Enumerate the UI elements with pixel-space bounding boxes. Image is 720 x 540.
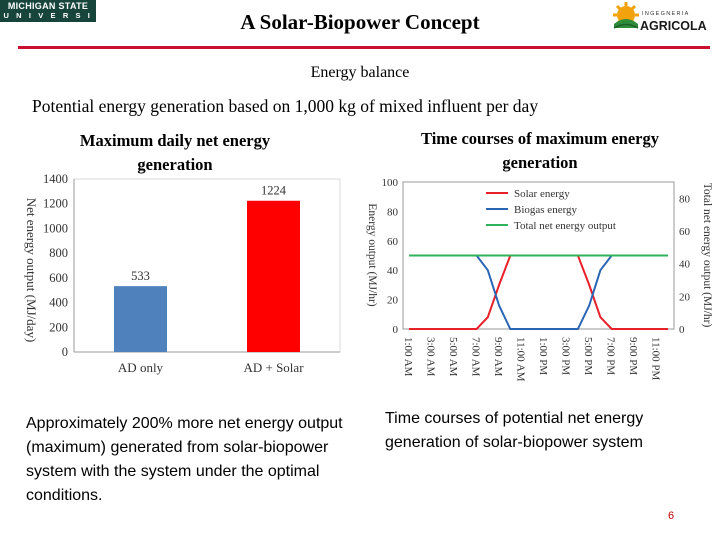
- agricola-logo: [613, 2, 639, 29]
- line-x-tick-label: 3:00 AM: [425, 337, 437, 377]
- left-chart-heading: Maximum daily net energy generation: [79, 131, 271, 174]
- line-y2-tick-label: 20: [679, 291, 691, 303]
- msu-logo: MICHIGAN STATE U N I V E R S I T Y: [0, 0, 96, 30]
- legend-label: Solar energy: [514, 188, 570, 200]
- msu-logo-line1: MICHIGAN STATE: [7, 1, 89, 11]
- section-subtitle: Energy balance: [310, 64, 410, 81]
- agricola-logo-small-text: INGEGNERIA: [642, 11, 690, 17]
- line-chart-series: [409, 254, 668, 330]
- page-title: A Solar-Biopower Concept: [240, 10, 480, 34]
- line-y-tick-label: 80: [387, 206, 399, 218]
- line-x-tick-label: 7:00 AM: [470, 337, 482, 377]
- line-y-tick-label: 40: [387, 265, 399, 277]
- line-x-tick-label: 5:00 AM: [447, 337, 459, 377]
- line-x-tick-label: 7:00 PM: [605, 337, 617, 375]
- bar-category-label: AD + Solar: [243, 360, 304, 375]
- bar-y-tick-label: 1400: [43, 172, 68, 186]
- line-chart-y2label: Total net energy output (MJ/hr): [701, 183, 713, 328]
- bar-y-tick-label: 1200: [43, 197, 68, 211]
- bar-y-tick-label: 600: [49, 271, 68, 285]
- line-x-tick-label: 9:00 AM: [492, 337, 504, 377]
- bar-chart-bars: 533 AD only 1224 AD + Solar: [114, 184, 304, 375]
- bar-chart-ylabel: Net energy output (MJ/day): [24, 198, 39, 343]
- right-caption: Time courses of potential net energy gen…: [385, 410, 644, 451]
- line-x-tick-label: 1:00 AM: [402, 337, 414, 377]
- line-y2-tick-label: 40: [679, 259, 691, 271]
- bar-category-label: AD only: [118, 360, 164, 375]
- bar-y-tick-label: 1000: [43, 221, 68, 235]
- bar: [114, 286, 167, 352]
- bar-y-tick-label: 800: [49, 246, 68, 260]
- line-chart-ylabel: Energy output (MJ/hr): [366, 203, 378, 306]
- page-number: 6: [668, 510, 675, 522]
- agricola-logo-text: AGRICOLA: [640, 19, 707, 33]
- line-y-tick-label: 100: [382, 177, 399, 189]
- bar-data-label: 533: [131, 269, 150, 283]
- line-x-tick-label: 5:00 PM: [582, 337, 594, 375]
- line-y2-tick-label: 80: [679, 193, 691, 205]
- legend-label: Total net energy output: [514, 220, 616, 232]
- intro-text: Potential energy generation based on 1,0…: [32, 96, 539, 116]
- line-y-tick-label: 0: [393, 324, 399, 336]
- bar-plot-frame: [73, 178, 341, 353]
- line-chart-legend: Solar energy Biogas energy Total net energ…: [486, 188, 616, 232]
- bar: [247, 200, 300, 352]
- line-x-tick-label: 11:00 AM: [515, 337, 527, 382]
- bar-y-tick-label: 0: [62, 345, 68, 359]
- bar-data-label: 1224: [261, 184, 287, 198]
- bar-y-tick-label: 400: [49, 296, 68, 310]
- energy-time-course-chart: Energy output (MJ/hr) Total net energy o…: [366, 177, 713, 382]
- series-line: [409, 254, 668, 330]
- line-y-tick-label: 20: [387, 295, 399, 307]
- series-line: [409, 254, 668, 330]
- legend-label: Biogas energy: [514, 204, 578, 216]
- msu-logo-line2: U N I V E R S I T Y: [3, 11, 93, 30]
- line-x-tick-label: 9:00 PM: [627, 337, 639, 375]
- line-y2-tick-label: 60: [679, 226, 691, 238]
- line-x-tick-label: 11:00 PM: [650, 337, 662, 381]
- left-caption: Approximately 200% more net energy outpu…: [26, 415, 343, 504]
- sun-gear-icon: [613, 2, 639, 29]
- title-divider: [18, 46, 710, 49]
- line-x-tick-label: 1:00 PM: [537, 337, 549, 375]
- line-y2-tick-label: 0: [679, 324, 685, 336]
- net-energy-bar-chart: Net energy output (MJ/day) 0 200 400 600 800…: [24, 172, 341, 375]
- bar-y-tick-label: 200: [49, 320, 68, 334]
- right-chart-heading: Time courses of maximum energy generatio…: [421, 129, 659, 172]
- line-x-tick-label: 3:00 PM: [560, 337, 572, 375]
- line-y-tick-label: 60: [387, 236, 399, 248]
